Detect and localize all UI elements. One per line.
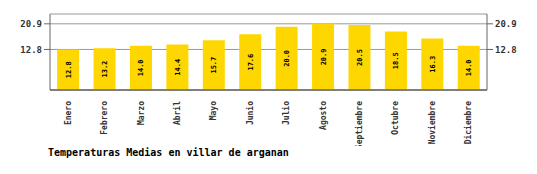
svg-text:14.0: 14.0 [465,59,473,76]
svg-text:20.0: 20.0 [283,50,291,67]
svg-text:12.8: 12.8 [20,45,42,55]
svg-text:20.9: 20.9 [320,48,328,65]
svg-text:12.8: 12.8 [65,61,73,78]
svg-text:12.8: 12.8 [495,45,517,55]
svg-text:20.9: 20.9 [20,19,42,29]
svg-text:17.6: 17.6 [247,54,255,71]
svg-text:Agosto: Agosto [319,101,328,130]
svg-text:13.2: 13.2 [101,61,109,78]
svg-text:20.5: 20.5 [356,49,364,66]
svg-text:18.5: 18.5 [392,52,400,69]
svg-text:14.0: 14.0 [137,59,145,76]
svg-text:14.4: 14.4 [174,59,182,76]
svg-text:Octubre: Octubre [391,101,400,135]
svg-text:16.3: 16.3 [429,56,437,73]
svg-text:Febrero: Febrero [100,101,109,135]
svg-text:Diciembre: Diciembre [463,101,473,145]
svg-text:Septiembre: Septiembre [354,101,364,146]
html-text:Temperaturas Medias en villar: Temperaturas Medias en villar de arganan [48,147,289,158]
svg-text:Junio: Junio [245,101,255,125]
svg-text:Abril: Abril [172,101,182,125]
svg-text:Marzo: Marzo [137,101,146,125]
svg-text:20.9: 20.9 [495,19,517,29]
svg-text:Julio: Julio [281,101,291,125]
svg-text:15.7: 15.7 [210,57,218,74]
svg-text:Mayo: Mayo [209,101,218,120]
svg-text:Enero: Enero [64,101,73,125]
svg-text:Noviembre: Noviembre [427,101,437,145]
